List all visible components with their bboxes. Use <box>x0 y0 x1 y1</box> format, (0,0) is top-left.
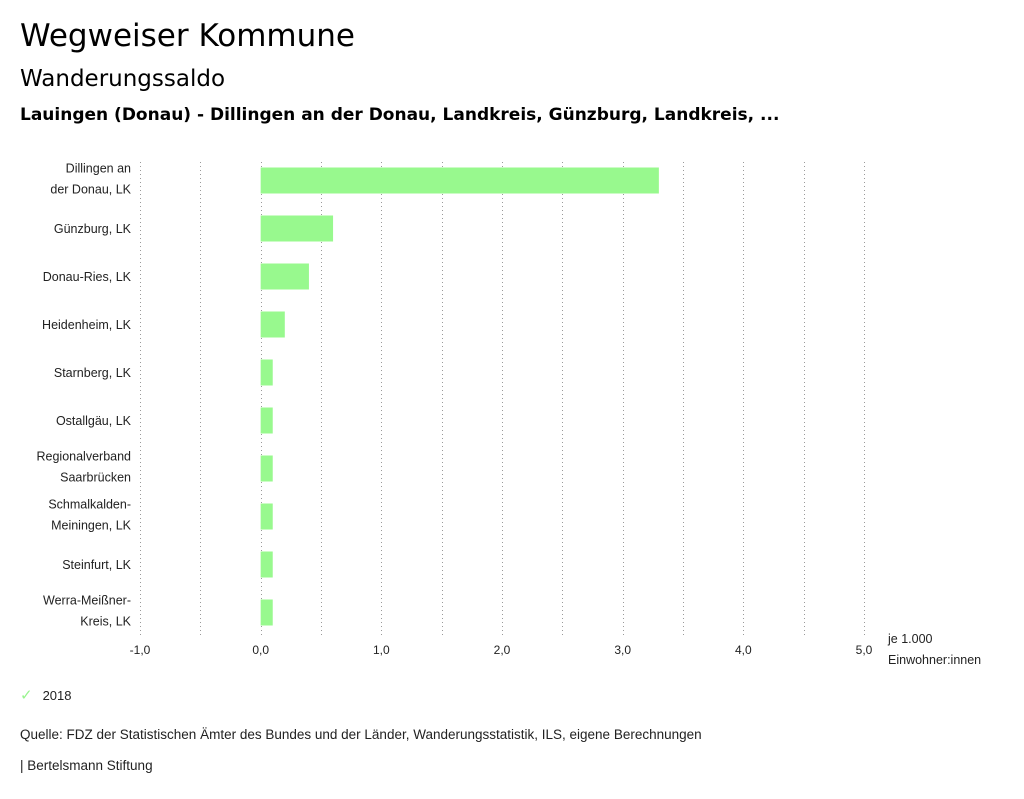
category-label: Starnberg, LK <box>54 366 132 380</box>
bar-6 <box>260 407 273 434</box>
region-heading: Lauingen (Donau) - Dillingen an der Dona… <box>20 105 780 125</box>
category-label-line: Werra-Meißner- <box>43 594 131 608</box>
x-tick-label: 1,0 <box>373 643 390 657</box>
check-icon: ✓ <box>20 687 33 704</box>
category-label: Günzburg, LK <box>54 222 132 236</box>
category-label: Steinfurt, LK <box>62 558 131 572</box>
bar-10 <box>260 599 273 626</box>
category-label-line: Meiningen, LK <box>51 519 132 533</box>
bar-1 <box>260 167 659 194</box>
bar-9 <box>260 551 273 578</box>
category-label-line: Kreis, LK <box>80 615 131 629</box>
x-unit-label: je 1.000 <box>887 632 933 646</box>
bar-5 <box>260 359 273 386</box>
legend[interactable]: ✓ 2018 <box>20 688 72 703</box>
x-tick-label: 2,0 <box>494 643 511 657</box>
category-label-line: Schmalkalden- <box>48 498 131 512</box>
chart-subtitle: Wanderungssaldo <box>20 66 226 92</box>
category-label: Donau-Ries, LK <box>43 270 132 284</box>
category-label: Regionalverband Saarbrücken <box>36 450 131 485</box>
category-label: Schmalkalden- Meiningen, LK <box>48 498 131 533</box>
category-label: Werra-Meißner- Kreis, LK <box>43 594 132 629</box>
x-tick-label: 0,0 <box>252 643 269 657</box>
x-tick-label: 5,0 <box>856 643 873 657</box>
x-tick-label: 3,0 <box>614 643 631 657</box>
bar-8 <box>260 503 273 530</box>
category-label-line: Dillingen an <box>66 162 131 176</box>
category-label-line: Saarbrücken <box>60 471 131 485</box>
page-title: Wegweiser Kommune <box>20 18 355 54</box>
bar-4 <box>260 311 285 338</box>
x-tick-label: -1,0 <box>130 643 151 657</box>
brand-note: | Bertelsmann Stiftung <box>20 758 153 773</box>
category-label: Heidenheim, LK <box>42 318 132 332</box>
x-unit-label: Einwohner:innen <box>888 653 981 667</box>
category-label: Ostallgäu, LK <box>56 414 132 428</box>
legend-label: 2018 <box>42 688 72 703</box>
bar-3 <box>260 263 309 290</box>
x-tick-label: 4,0 <box>735 643 752 657</box>
category-label-line: Regionalverband <box>36 450 131 464</box>
bar-2 <box>260 215 334 242</box>
bar-chart: Dillingen an der Donau, LK Günzburg, LK Don… <box>36 162 981 668</box>
category-label: Dillingen an der Donau, LK <box>50 162 131 197</box>
source-note: Quelle: FDZ der Statistischen Ämter des … <box>20 727 702 742</box>
category-label-line: der Donau, LK <box>50 183 131 197</box>
bar-7 <box>260 455 273 482</box>
